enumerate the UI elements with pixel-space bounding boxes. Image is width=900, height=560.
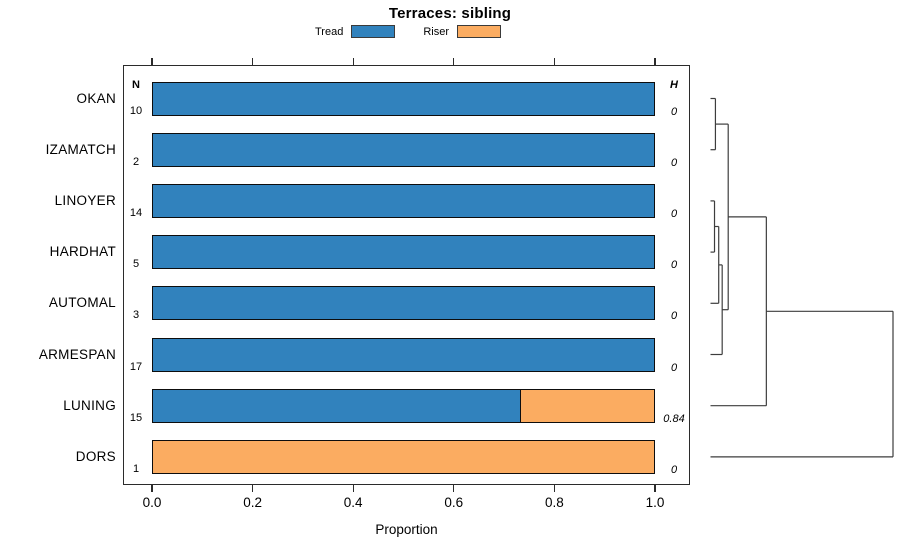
stacked-bar	[152, 81, 655, 116]
x-tick-label: 0.2	[243, 495, 262, 510]
x-axis-label: Proportion	[375, 522, 438, 537]
stacked-bar	[152, 183, 655, 218]
x-axis-tick	[352, 485, 354, 492]
bar-segment-tread	[153, 133, 654, 166]
bar-segment-riser	[520, 389, 654, 422]
bar-segment-tread	[153, 389, 521, 422]
x-axis-tick	[654, 485, 656, 492]
x-tick-label: 0.4	[343, 495, 363, 510]
x-tick-label: 1.0	[645, 495, 665, 510]
x-tick-label: 0.8	[545, 495, 564, 510]
x-tick-label: 0.0	[142, 495, 162, 510]
bar-segment-tread	[153, 287, 654, 320]
h-value: 0	[670, 156, 678, 169]
x-tick-label: 0.6	[444, 495, 464, 510]
n-value: 1	[132, 462, 140, 475]
stacked-bar	[152, 235, 655, 270]
x-axis-tick	[453, 485, 455, 492]
x-axis-tick-top	[553, 58, 556, 65]
category-label: DORS	[75, 448, 116, 464]
category-label: HARDHAT	[49, 244, 116, 260]
legend: Tread Riser	[0, 25, 816, 38]
h-value: 0	[670, 105, 678, 118]
h-value: 0	[670, 463, 678, 476]
bar-segment-tread	[153, 236, 654, 269]
h-value: 0.84	[663, 412, 685, 425]
x-axis-tick	[251, 485, 254, 492]
stacked-bar	[152, 286, 655, 321]
legend-item-tread: Tread	[315, 25, 396, 38]
category-label: ARMESPAN	[38, 346, 116, 362]
bar-segment-riser	[153, 440, 654, 473]
h-column-header: H	[670, 79, 678, 91]
category-label: OKAN	[76, 90, 116, 106]
h-value: 0	[670, 361, 678, 374]
n-value: 3	[132, 309, 140, 322]
h-value: 0	[670, 259, 678, 272]
n-value: 5	[132, 258, 140, 271]
x-axis-tick-top	[151, 58, 153, 65]
x-axis-tick-top	[352, 58, 354, 65]
h-value: 0	[670, 207, 678, 220]
x-axis-tick-top	[453, 58, 455, 65]
stacked-bar	[152, 337, 655, 372]
category-label: LUNING	[63, 397, 116, 413]
bar-segment-tread	[153, 184, 654, 217]
plot-box	[123, 65, 690, 485]
x-axis-tick-top	[251, 58, 254, 65]
stacked-bar	[152, 388, 655, 423]
bar-segment-tread	[153, 82, 654, 115]
chart-title: Terraces: sibling	[388, 5, 512, 22]
n-value: 15	[129, 411, 143, 424]
category-label: AUTOMAL	[48, 295, 116, 311]
category-label: IZAMATCH	[45, 141, 116, 157]
tread-swatch	[351, 25, 396, 38]
bar-segment-tread	[153, 338, 654, 371]
stacked-bar	[152, 439, 655, 474]
x-axis-tick-top	[654, 58, 656, 65]
legend-label: Tread	[315, 25, 344, 38]
category-label: LINOYER	[54, 192, 116, 208]
legend-item-riser: Riser	[423, 25, 501, 38]
legend-label: Riser	[423, 25, 449, 38]
n-column-header: N	[132, 79, 140, 91]
n-value: 14	[129, 206, 143, 219]
stacked-bar	[152, 132, 655, 167]
riser-swatch	[457, 25, 501, 38]
x-axis-tick	[553, 485, 556, 492]
n-value: 17	[129, 360, 143, 373]
n-value: 10	[129, 104, 143, 117]
n-value: 2	[132, 155, 140, 168]
h-value: 0	[670, 310, 678, 323]
x-axis-tick	[151, 485, 153, 492]
